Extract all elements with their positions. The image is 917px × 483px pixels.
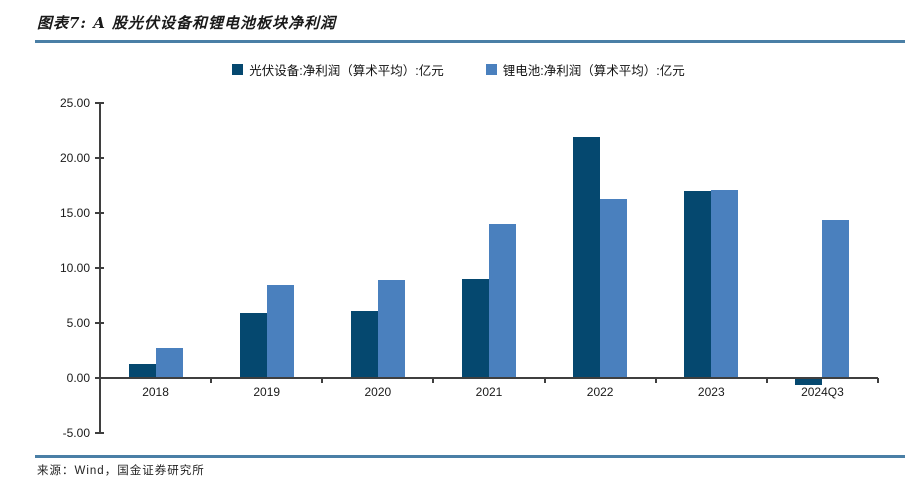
x-tick (654, 378, 657, 383)
y-tick-label: 25.00 (59, 96, 90, 110)
x-axis-line (99, 377, 878, 379)
y-tick-label: 10.00 (59, 261, 90, 275)
bar (600, 198, 628, 378)
y-tick (95, 432, 104, 434)
source-note: 来源：Wind，国金证券研究所 (37, 465, 205, 477)
bar (350, 310, 378, 378)
bar (822, 219, 850, 378)
y-tick-label: 15.00 (59, 206, 90, 220)
bar (489, 224, 516, 378)
legend: 光伏设备:净利润（算术平均）:亿元 锂电池:净利润（算术平均）:亿元 (0, 60, 917, 79)
bar (573, 137, 601, 378)
footer-divider (35, 455, 905, 458)
x-tick (877, 378, 879, 383)
chart-title: 图表7: A 股光伏设备和锂电池板块净利润 (37, 14, 337, 32)
bar (462, 279, 489, 378)
bar (128, 363, 156, 378)
y-tick-label: 5.00 (66, 316, 90, 330)
bar (155, 348, 183, 378)
bar (795, 379, 823, 385)
legend-swatch-pv (232, 64, 244, 75)
bar (239, 313, 267, 378)
legend-item-pv: 光伏设备:净利润（算术平均）:亿元 (232, 60, 444, 79)
y-tick (95, 157, 104, 159)
bar (377, 280, 405, 378)
y-tick (95, 267, 104, 269)
bar (684, 191, 712, 378)
y-tick (95, 322, 104, 324)
x-category-label: 2023 (697, 385, 725, 399)
y-tick (95, 212, 104, 214)
x-tick (210, 378, 213, 383)
x-tick (432, 378, 435, 383)
legend-label-li: 锂电池:净利润（算术平均）:亿元 (502, 64, 685, 78)
bar (266, 284, 294, 378)
legend-swatch-li (485, 64, 497, 75)
x-category-label: 2024Q3 (801, 385, 844, 399)
bar (711, 189, 739, 378)
x-tick (765, 378, 768, 383)
x-category-label: 2021 (475, 385, 503, 399)
x-category-label: 2018 (142, 385, 169, 399)
y-tick (95, 102, 104, 104)
y-tick-label: 20.00 (59, 151, 90, 165)
y-tick-label: 0.00 (66, 371, 90, 385)
x-category-label: 2019 (253, 385, 281, 399)
y-tick (95, 377, 104, 379)
x-tick (543, 378, 546, 383)
legend-item-li: 锂电池:净利润（算术平均）:亿元 (485, 60, 685, 79)
header-divider (35, 40, 905, 43)
y-tick-label: -5.00 (62, 426, 90, 440)
x-category-label: 2020 (364, 385, 392, 399)
legend-label-pv: 光伏设备:净利润（算术平均）:亿元 (249, 64, 444, 78)
x-tick (321, 378, 324, 383)
x-category-label: 2022 (586, 385, 614, 399)
